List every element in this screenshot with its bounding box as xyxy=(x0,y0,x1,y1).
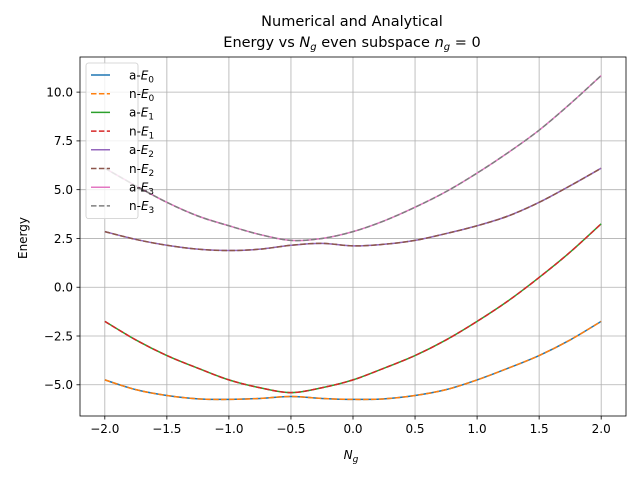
y-tick-label: −2.5 xyxy=(44,329,73,343)
title-eq-var: n xyxy=(435,35,444,51)
chart-title: Numerical and Analytical Energy vs Ng ev… xyxy=(223,14,480,53)
x-axis-ticks: −2.0 −1.5 −1.0 −0.5 0.0 0.5 1.0 1.5 2.0 xyxy=(90,416,611,436)
y-axis-label: Energy xyxy=(16,217,30,259)
y-tick-label: 10.0 xyxy=(46,85,73,99)
legend: a-E0 n-E0 a-E1n-E1 a-E2 n-E2 a-E3n-E3 xyxy=(85,62,155,220)
legend-label: n-E1 xyxy=(129,124,154,141)
x-tick-label: 0.5 xyxy=(405,422,424,436)
y-axis-ticks: −5.0 −2.5 0.0 2.5 5.0 7.5 10.0 xyxy=(44,85,80,392)
x-tick-label: −1.0 xyxy=(214,422,243,436)
title-eq-rhs: = 0 xyxy=(450,35,481,51)
series-line-ne1 xyxy=(104,223,602,394)
x-tick-label: 0.0 xyxy=(343,422,362,436)
x-tick-label: −2.0 xyxy=(90,422,119,436)
y-tick-label: 0.0 xyxy=(54,281,73,295)
chart-title-line1: Numerical and Analytical xyxy=(261,14,443,30)
x-tick-label: 2.0 xyxy=(592,422,611,436)
title-var: N xyxy=(299,35,310,51)
legend-label: a-E1 xyxy=(129,106,154,123)
series-line-ne3 xyxy=(104,74,602,242)
y-tick-label: 5.0 xyxy=(54,183,73,197)
legend-box xyxy=(85,62,139,220)
series-line-ne0 xyxy=(104,320,602,401)
series-lines xyxy=(104,74,602,401)
x-tick-label: 1.5 xyxy=(530,422,549,436)
legend-label: a-E2 xyxy=(129,143,154,160)
x-tick-label: −1.5 xyxy=(152,422,181,436)
legend-label: n-E2 xyxy=(129,162,154,179)
legend-label: a-E3 xyxy=(129,181,154,198)
legend-label: n-E0 xyxy=(129,87,155,104)
title-var-sub: g xyxy=(310,42,316,53)
chart-title-line2: Energy vs Ng even subspace ng = 0 xyxy=(223,35,480,53)
x-tick-label: −0.5 xyxy=(276,422,305,436)
title-text: Energy vs xyxy=(223,35,299,51)
y-tick-label: −5.0 xyxy=(44,378,73,392)
x-tick-label: 1.0 xyxy=(468,422,487,436)
series-line-ne2 xyxy=(104,167,602,252)
title-mid: even subspace xyxy=(317,35,435,51)
legend-label: n-E3 xyxy=(129,199,154,216)
title-eq-sub: g xyxy=(444,42,450,53)
y-tick-label: 7.5 xyxy=(54,134,73,148)
y-tick-label: 2.5 xyxy=(54,232,73,246)
x-axis-label: Ng xyxy=(344,448,359,465)
legend-label: a-E0 xyxy=(129,68,154,85)
